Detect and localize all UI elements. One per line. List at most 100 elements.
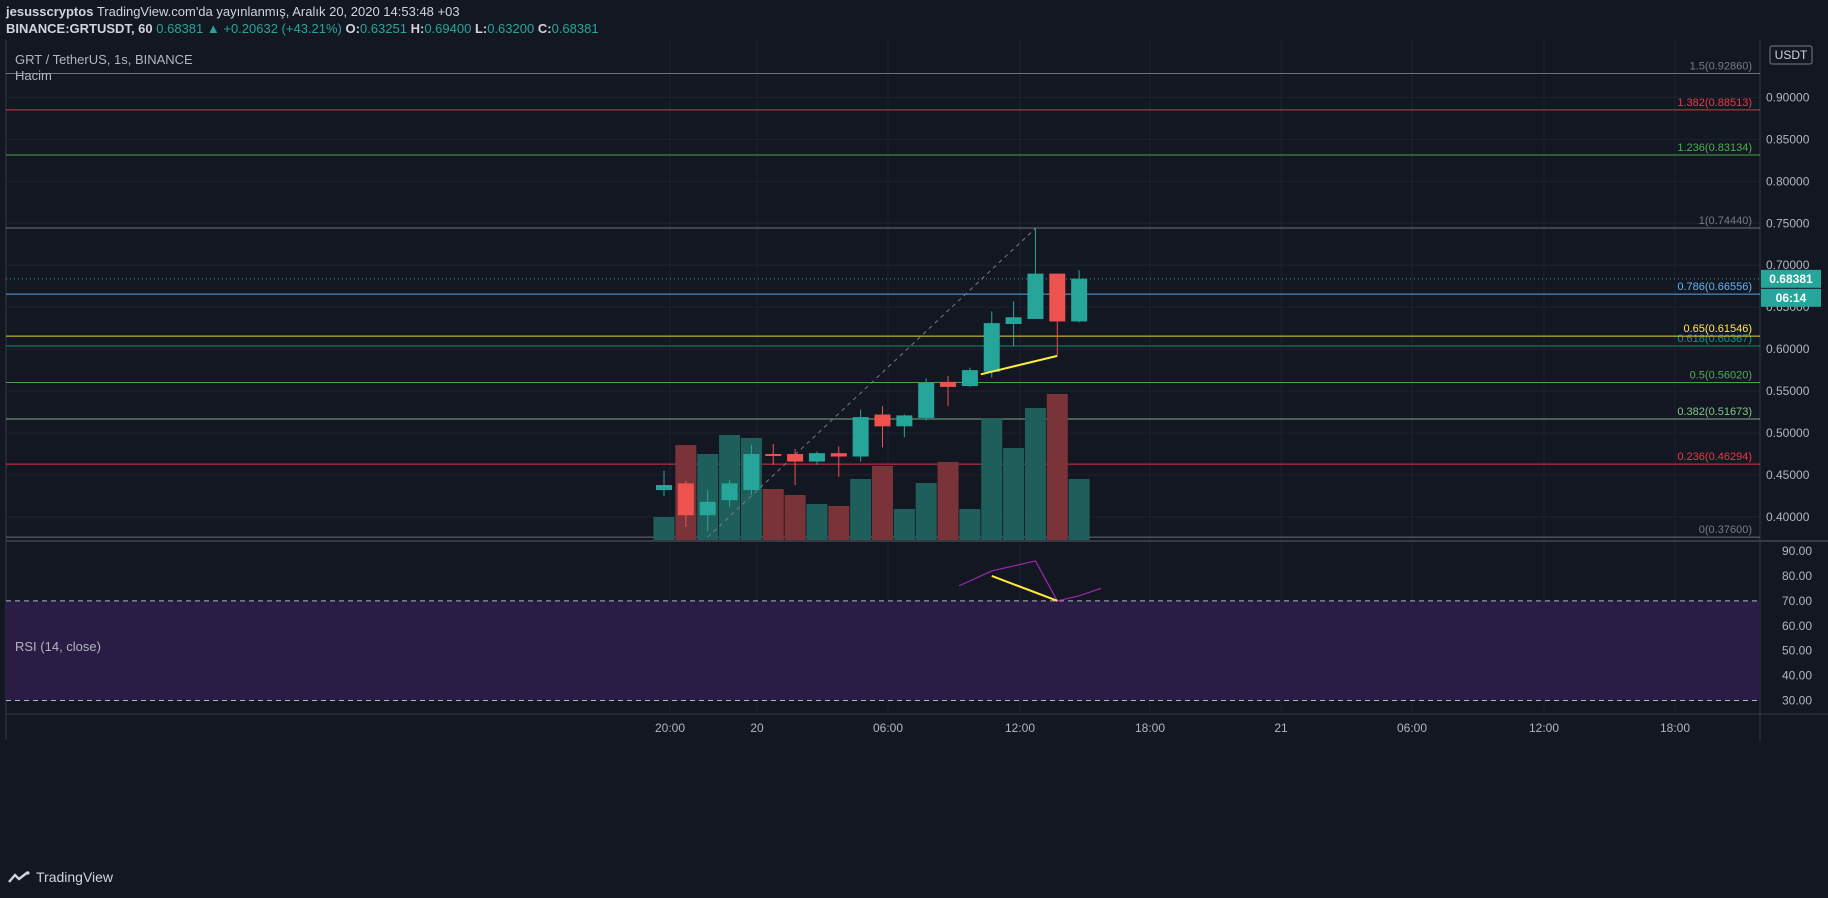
rsi-tick: 80.00 <box>1782 569 1812 583</box>
volume-bar <box>784 495 806 540</box>
fibonacci-levels: 0(0.37600) 0.236(0.46294) 0.382(0.51673) 0.… <box>6 60 1760 538</box>
tradingview-logo-icon <box>8 871 30 883</box>
candle-body[interactable] <box>765 454 782 457</box>
candle-body[interactable] <box>743 454 760 491</box>
symbol-ohlc-line: BINANCE:GRTUSDT, 60 0.68381 ▲ +0.20632 (… <box>6 21 599 36</box>
rsi-tick: 50.00 <box>1782 644 1812 658</box>
last-price: 0.68381 <box>156 21 204 36</box>
fib-label-1.382: 1.382(0.88513) <box>1677 97 1752 109</box>
candle-body[interactable] <box>1071 278 1088 322</box>
brand-name: TradingView <box>36 869 114 885</box>
rsi-tick: 70.00 <box>1782 594 1812 608</box>
time-tick: 06:00 <box>873 721 903 735</box>
candle-body[interactable] <box>721 483 738 501</box>
open-value: 0.63251 <box>359 21 407 36</box>
time-tick: 18:00 <box>1135 721 1165 735</box>
symbol-label: BINANCE:GRTUSDT, 60 <box>6 21 153 36</box>
volume-bar <box>1046 394 1068 540</box>
symbol-pane-title: GRT / TetherUS, 1s, BINANCE <box>15 52 193 67</box>
volume-bar <box>850 479 872 540</box>
candle-body[interactable] <box>787 454 804 462</box>
rsi-tick: 60.00 <box>1782 619 1812 633</box>
price-badge-value: 0.68381 <box>1769 272 1813 286</box>
close-label: C: <box>537 21 552 36</box>
candle-body[interactable] <box>1049 273 1066 322</box>
candle-body[interactable] <box>677 483 694 516</box>
candle-body[interactable] <box>896 415 913 427</box>
rsi-line[interactable] <box>958 560 1102 602</box>
volume-title: Hacim <box>15 68 52 83</box>
volume-bar <box>915 483 937 540</box>
volume-bars <box>653 394 1090 540</box>
close-value: 0.68381 <box>551 21 599 36</box>
rsi-title: RSI (14, close) <box>15 639 101 654</box>
fib-label-0.65: 0.65(0.61546) <box>1684 323 1753 335</box>
candle-body[interactable] <box>699 501 716 516</box>
price-tick: 0.50000 <box>1766 426 1810 440</box>
price-tick: 0.90000 <box>1766 90 1810 104</box>
open-label: O: <box>345 21 360 36</box>
candles <box>656 228 1088 532</box>
price-tick: 0.40000 <box>1766 510 1810 524</box>
price-tick: 0.80000 <box>1766 174 1810 188</box>
brand[interactable]: TradingView <box>8 869 113 885</box>
high-label: H: <box>410 21 425 36</box>
volume-bar <box>653 517 675 540</box>
volume-bar <box>893 509 915 540</box>
time-tick: 06:00 <box>1397 721 1427 735</box>
chart-header: jesusscryptos TradingView.com'da yayınla… <box>0 0 1828 40</box>
publish-line: jesusscryptos TradingView.com'da yayınla… <box>6 4 460 19</box>
fib-label-0: 0(0.37600) <box>1699 524 1752 536</box>
price-badge-bg <box>1761 269 1821 288</box>
candle-body[interactable] <box>1027 273 1044 319</box>
candle-body[interactable] <box>852 417 869 457</box>
time-tick: 12:00 <box>1529 721 1559 735</box>
candle-body[interactable] <box>1005 317 1022 324</box>
time-tick: 21 <box>1274 721 1288 735</box>
fib-label-0.786: 0.786(0.66556) <box>1677 281 1752 293</box>
currency-label: USDT <box>1775 48 1808 62</box>
volume-bar <box>937 462 959 540</box>
fib-label-1.236: 1.236(0.83134) <box>1677 142 1752 154</box>
rsi-tick: 90.00 <box>1782 544 1812 558</box>
price-tick: 0.85000 <box>1766 132 1810 146</box>
price-tick: 0.60000 <box>1766 342 1810 356</box>
fib-label-1.5: 1.5(0.92860) <box>1690 60 1752 72</box>
candle-body[interactable] <box>918 382 935 418</box>
price-tick: 0.70000 <box>1766 258 1810 272</box>
candle-body[interactable] <box>983 323 1000 372</box>
time-tick: 12:00 <box>1005 721 1035 735</box>
volume-bar <box>828 506 850 540</box>
currency-badge[interactable] <box>1769 45 1813 65</box>
low-value: 0.63200 <box>487 21 535 36</box>
time-axis: 20:00 20 06:00 12:00 18:00 21 06:00 12:00 18:00 <box>655 721 1690 735</box>
price-tick: 0.75000 <box>1766 216 1810 230</box>
time-tick: 20:00 <box>655 721 685 735</box>
candle-body[interactable] <box>940 381 957 387</box>
fib-label-0.5: 0.5(0.56020) <box>1690 370 1752 382</box>
fib-label-0.382: 0.382(0.51673) <box>1677 406 1752 418</box>
volume-bar <box>1003 448 1025 540</box>
author-name[interactable]: jesusscryptos <box>6 4 94 19</box>
fib-label-1: 1(0.74440) <box>1699 215 1752 227</box>
candle-body[interactable] <box>656 485 672 491</box>
countdown-badge-bg <box>1761 288 1821 307</box>
volume-bar <box>1068 479 1090 540</box>
countdown-value: 06:14 <box>1776 291 1807 305</box>
rsi-tick: 30.00 <box>1782 694 1812 708</box>
volume-bar <box>1024 408 1046 540</box>
volume-bar <box>872 466 893 540</box>
fib-label-0.236: 0.236(0.46294) <box>1677 451 1752 463</box>
chart-canvas[interactable]: 0(0.37600) 0.236(0.46294) 0.382(0.51673) 0.… <box>0 40 1828 860</box>
time-tick: 18:00 <box>1660 721 1690 735</box>
current-price-badge: 0.68381 06:14 <box>1761 269 1821 307</box>
rsi-band <box>6 600 1760 701</box>
candle-body[interactable] <box>961 370 978 387</box>
rsi-trendline <box>991 574 1058 602</box>
price-axis: 0.400000.450000.500000.550000.600000.650… <box>1766 90 1812 707</box>
candle-body[interactable] <box>874 414 891 427</box>
candle-body[interactable] <box>830 453 847 457</box>
candle-body[interactable] <box>808 453 825 462</box>
publish-info: TradingView.com'da yayınlanmış, Aralık 2… <box>96 4 460 19</box>
volume-bar <box>806 504 828 540</box>
